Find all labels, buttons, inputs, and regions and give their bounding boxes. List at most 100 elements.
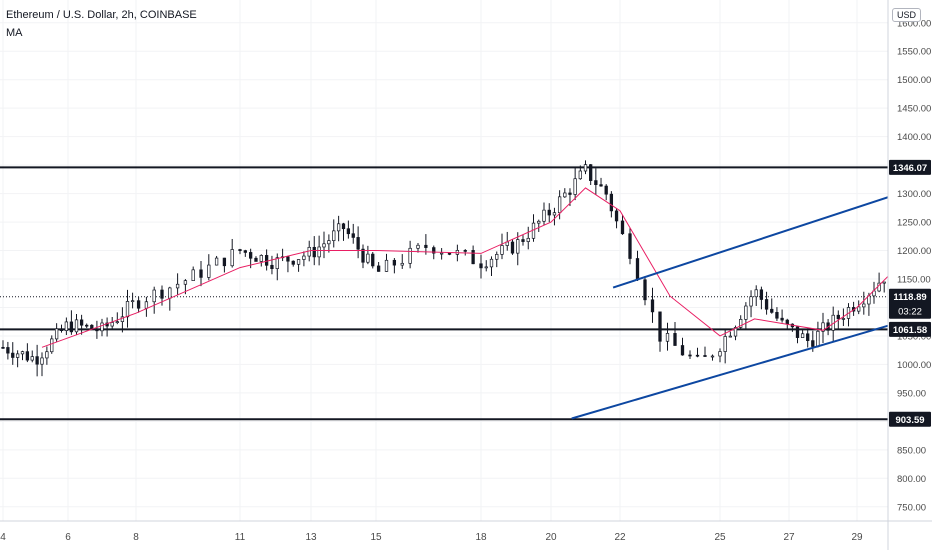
candle	[846, 303, 851, 327]
candle	[270, 255, 274, 275]
x-tick-label: 20	[545, 532, 557, 543]
candle	[356, 226, 360, 259]
candle	[332, 219, 336, 248]
candle-body	[744, 305, 748, 320]
y-tick-label: 850.00	[897, 445, 926, 456]
candle	[877, 272, 881, 293]
candle	[264, 249, 269, 271]
candle-body	[120, 316, 125, 322]
candle-body	[573, 178, 577, 195]
candle	[327, 234, 331, 253]
candle	[862, 291, 866, 315]
candle-body	[526, 237, 530, 242]
candle	[604, 184, 608, 201]
candle-body	[495, 254, 499, 260]
candle-body	[770, 308, 774, 313]
y-tick-label: 1400.00	[897, 132, 931, 143]
candle	[614, 208, 619, 229]
candle	[557, 190, 562, 220]
candle-body	[857, 306, 861, 312]
candle-body	[680, 345, 685, 356]
candle	[578, 165, 582, 180]
candle	[795, 326, 800, 344]
candle	[447, 252, 452, 256]
candle-body	[351, 233, 355, 238]
x-tick-label: 13	[305, 532, 317, 543]
candle-body	[79, 319, 84, 326]
candle	[336, 215, 341, 242]
candle-body	[604, 185, 608, 195]
horizontal-levels	[0, 166, 888, 421]
y-tick-label: 1150.00	[897, 275, 931, 286]
candle	[259, 254, 263, 267]
candle-body	[207, 264, 211, 278]
price-label-bg	[889, 159, 931, 175]
candle	[11, 342, 15, 365]
candle	[341, 222, 346, 241]
x-tick-label: 25	[714, 532, 726, 543]
candle-body	[160, 289, 164, 299]
candle-body	[775, 312, 779, 319]
candle-body	[516, 239, 520, 254]
candle	[775, 307, 779, 322]
candle-body	[471, 250, 475, 265]
candle-body	[136, 300, 141, 309]
candle	[780, 309, 784, 323]
candle	[351, 223, 355, 244]
candle-body	[59, 328, 64, 331]
candle-body	[6, 347, 10, 354]
candle-body	[484, 266, 488, 269]
candle-body	[723, 336, 727, 352]
candles	[1, 160, 932, 377]
candle-body	[336, 223, 341, 232]
candle	[50, 335, 54, 354]
candle-body	[341, 223, 346, 230]
candle	[479, 254, 483, 279]
y-tick-label: 1200.00	[897, 246, 931, 257]
channel-upper-line	[612, 181, 932, 289]
candle	[594, 168, 598, 195]
candle-body	[54, 328, 59, 340]
candle-body	[50, 338, 54, 353]
candle-body	[275, 257, 279, 269]
candle	[79, 314, 84, 335]
candle	[120, 307, 125, 333]
candle-body	[408, 247, 412, 264]
price-label: 903.59	[895, 415, 924, 426]
y-tick-label: 1450.00	[897, 104, 931, 115]
chart-title: Ethereum / U.S. Dollar, 2h, COINBASE	[6, 9, 197, 21]
candle	[759, 286, 764, 310]
candle-body	[286, 256, 290, 262]
candle	[238, 248, 242, 255]
candle-body	[510, 241, 515, 254]
candle	[821, 312, 825, 343]
countdown-label: 03:22	[898, 307, 922, 318]
candle	[384, 253, 389, 272]
candle-body	[270, 264, 274, 269]
candle	[296, 259, 301, 272]
candle-body	[785, 319, 789, 325]
candle-body	[800, 333, 805, 338]
x-tick-label: 22	[614, 532, 626, 543]
candle-body	[243, 250, 247, 253]
candle-body	[332, 230, 336, 241]
candle-body	[30, 356, 34, 361]
candle-body	[479, 263, 483, 269]
candle-body	[371, 253, 375, 267]
candle-body	[183, 280, 188, 285]
candle	[152, 286, 156, 314]
candle-body	[537, 220, 541, 224]
candle-body	[296, 259, 301, 265]
y-tick-label: 1050.00	[897, 331, 931, 342]
trend-channel	[571, 181, 932, 420]
currency-button[interactable]: USD	[891, 8, 921, 22]
candle-body	[841, 318, 846, 320]
candle-body	[739, 318, 743, 328]
candle-body	[152, 289, 156, 303]
candle-body	[307, 246, 311, 257]
candle-body	[356, 237, 360, 250]
candle-body	[521, 239, 525, 242]
candle-body	[620, 220, 625, 235]
